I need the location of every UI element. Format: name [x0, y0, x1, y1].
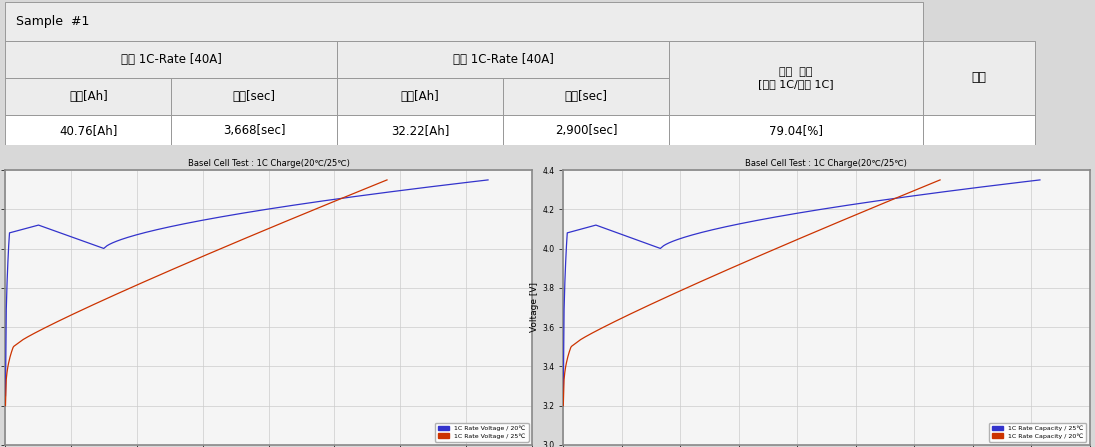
- Bar: [337, 41, 669, 78]
- Text: Sample  #1: Sample #1: [16, 15, 90, 28]
- Bar: [5, 2, 923, 41]
- Bar: [669, 115, 923, 145]
- Bar: [669, 41, 923, 115]
- Bar: [923, 115, 1036, 145]
- Text: 79.04[%]: 79.04[%]: [769, 123, 822, 137]
- Bar: [5, 115, 171, 145]
- Text: 3,668[sec]: 3,668[sec]: [223, 123, 286, 137]
- Bar: [5, 78, 171, 115]
- Text: 40.76[Ah]: 40.76[Ah]: [59, 123, 117, 137]
- Bar: [503, 115, 669, 145]
- Text: 충전  효율
[저온 1C/상온 1C]: 충전 효율 [저온 1C/상온 1C]: [758, 67, 833, 89]
- Bar: [171, 78, 337, 115]
- Text: 용량[Ah]: 용량[Ah]: [401, 90, 439, 103]
- Text: 시간[sec]: 시간[sec]: [565, 90, 608, 103]
- Text: 저온 1C-Rate [40A]: 저온 1C-Rate [40A]: [452, 53, 553, 66]
- Bar: [5, 41, 337, 78]
- Y-axis label: Voltage [V]: Voltage [V]: [530, 283, 540, 333]
- Legend: 1C Rate Voltage / 20℃, 1C Rate Voltage / 25℃: 1C Rate Voltage / 20℃, 1C Rate Voltage /…: [435, 422, 529, 442]
- Bar: [337, 78, 503, 115]
- Text: 시간[sec]: 시간[sec]: [233, 90, 276, 103]
- Bar: [337, 115, 503, 145]
- Text: 상온 1C-Rate [40A]: 상온 1C-Rate [40A]: [120, 53, 222, 66]
- Text: 2,900[sec]: 2,900[sec]: [555, 123, 618, 137]
- Title: Basel Cell Test : 1C Charge(20℃/25℃): Basel Cell Test : 1C Charge(20℃/25℃): [187, 159, 349, 168]
- Bar: [171, 115, 337, 145]
- Text: 비고: 비고: [971, 72, 987, 84]
- Text: 32.22[Ah]: 32.22[Ah]: [391, 123, 449, 137]
- Legend: 1C Rate Capacity / 25℃, 1C Rate Capacity / 20℃: 1C Rate Capacity / 25℃, 1C Rate Capacity…: [989, 422, 1086, 442]
- Bar: [503, 78, 669, 115]
- Text: 용량[Ah]: 용량[Ah]: [69, 90, 107, 103]
- Title: Basel Cell Test : 1C Charge(20℃/25℃): Basel Cell Test : 1C Charge(20℃/25℃): [746, 159, 908, 168]
- Bar: [923, 41, 1036, 115]
